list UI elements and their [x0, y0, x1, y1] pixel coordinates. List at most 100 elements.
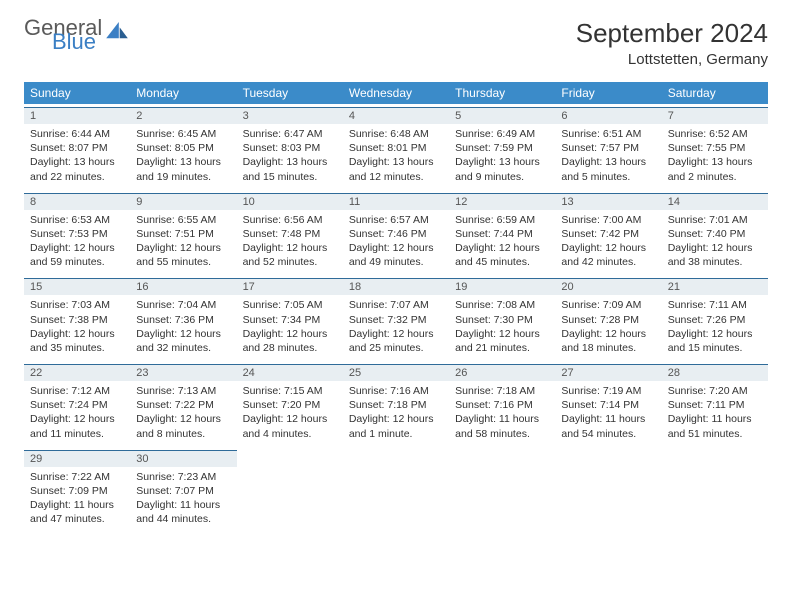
day-number: 23: [130, 364, 236, 381]
day-cell: 2 Sunrise: 6:45 AMSunset: 8:05 PMDaylight…: [130, 104, 236, 190]
day-details: Sunrise: 7:05 AMSunset: 7:34 PMDaylight:…: [243, 298, 337, 355]
day-details: Sunrise: 6:59 AMSunset: 7:44 PMDaylight:…: [455, 213, 549, 270]
day-cell: 19Sunrise: 7:08 AMSunset: 7:30 PMDayligh…: [449, 275, 555, 361]
week-row: 15 Sunrise: 7:03 AMSunset: 7:38 PMDayligh…: [24, 275, 768, 361]
day-details: Sunrise: 7:23 AMSunset: 7:07 PMDaylight:…: [136, 470, 230, 527]
day-cell: 20 Sunrise: 7:09 AMSunset: 7:28 PMDayligh…: [555, 275, 661, 361]
day-number: 10: [237, 193, 343, 210]
day-header: Tuesday: [237, 82, 343, 104]
day-number: 21: [662, 278, 768, 295]
day-cell: 5 Sunrise: 6:49 AMSunset: 7:59 PMDaylight…: [449, 104, 555, 190]
day-details: Sunrise: 7:00 AMSunset: 7:42 PMDaylight:…: [561, 213, 655, 270]
day-cell: 6 Sunrise: 6:51 AMSunset: 7:57 PMDaylight…: [555, 104, 661, 190]
day-details: Sunrise: 6:44 AMSunset: 8:07 PMDaylight:…: [30, 127, 124, 184]
day-details: Sunrise: 6:57 AMSunset: 7:46 PMDaylight:…: [349, 213, 443, 270]
day-details: Sunrise: 6:48 AMSunset: 8:01 PMDaylight:…: [349, 127, 443, 184]
day-number: 29: [24, 450, 130, 467]
day-number: 20: [555, 278, 661, 295]
day-cell: 4Sunrise: 6:48 AMSunset: 8:01 PMDaylight…: [343, 104, 449, 190]
day-number: 1: [24, 107, 130, 124]
brand-text: General Blue: [24, 18, 102, 52]
month-title: September 2024: [576, 18, 768, 49]
day-details: Sunrise: 7:22 AMSunset: 7:09 PMDaylight:…: [30, 470, 124, 527]
day-details: Sunrise: 7:07 AMSunset: 7:32 PMDaylight:…: [349, 298, 443, 355]
weeks-container: 1 Sunrise: 6:44 AMSunset: 8:07 PMDaylight…: [24, 104, 768, 532]
day-details: Sunrise: 6:45 AMSunset: 8:05 PMDaylight:…: [136, 127, 230, 184]
day-cell: 13 Sunrise: 7:00 AMSunset: 7:42 PMDayligh…: [555, 190, 661, 276]
day-details: Sunrise: 7:01 AMSunset: 7:40 PMDaylight:…: [668, 213, 762, 270]
day-details: Sunrise: 6:51 AMSunset: 7:57 PMDaylight:…: [561, 127, 655, 184]
day-cell: 27 Sunrise: 7:19 AMSunset: 7:14 PMDayligh…: [555, 361, 661, 447]
day-header: Thursday: [449, 82, 555, 104]
day-number: 6: [555, 107, 661, 124]
day-cell: [555, 447, 661, 533]
location-label: Lottstetten, Germany: [576, 51, 768, 68]
brand-sail-icon: [106, 22, 128, 40]
day-cell: 25Sunrise: 7:16 AMSunset: 7:18 PMDayligh…: [343, 361, 449, 447]
brand-word2: Blue: [52, 32, 102, 52]
day-number: 5: [449, 107, 555, 124]
day-number: 7: [662, 107, 768, 124]
day-cell: 1 Sunrise: 6:44 AMSunset: 8:07 PMDaylight…: [24, 104, 130, 190]
day-number: 13: [555, 193, 661, 210]
day-details: Sunrise: 7:13 AMSunset: 7:22 PMDaylight:…: [136, 384, 230, 441]
day-cell: [662, 447, 768, 533]
day-number: 19: [449, 278, 555, 295]
day-number: 12: [449, 193, 555, 210]
calendar-page: General Blue September 2024 Lottstetten,…: [0, 0, 792, 550]
day-cell: 23 Sunrise: 7:13 AMSunset: 7:22 PMDayligh…: [130, 361, 236, 447]
day-cell: 24 Sunrise: 7:15 AMSunset: 7:20 PMDayligh…: [237, 361, 343, 447]
day-cell: 18 Sunrise: 7:07 AMSunset: 7:32 PMDayligh…: [343, 275, 449, 361]
day-details: Sunrise: 7:18 AMSunset: 7:16 PMDaylight:…: [455, 384, 549, 441]
day-details: Sunrise: 7:11 AMSunset: 7:26 PMDaylight:…: [668, 298, 762, 355]
day-cell: 11 Sunrise: 6:57 AMSunset: 7:46 PMDayligh…: [343, 190, 449, 276]
day-number: 8: [24, 193, 130, 210]
day-header: Friday: [555, 82, 661, 104]
day-cell: 7 Sunrise: 6:52 AMSunset: 7:55 PMDaylight…: [662, 104, 768, 190]
day-number: 16: [130, 278, 236, 295]
day-cell: 16Sunrise: 7:04 AMSunset: 7:36 PMDayligh…: [130, 275, 236, 361]
day-number: 18: [343, 278, 449, 295]
day-number: 24: [237, 364, 343, 381]
day-number: 15: [24, 278, 130, 295]
day-header: Saturday: [662, 82, 768, 104]
day-header-row: SundayMondayTuesdayWednesdayThursdayFrid…: [24, 82, 768, 104]
day-cell: 26 Sunrise: 7:18 AMSunset: 7:16 PMDayligh…: [449, 361, 555, 447]
day-cell: 21 Sunrise: 7:11 AMSunset: 7:26 PMDayligh…: [662, 275, 768, 361]
day-details: Sunrise: 6:56 AMSunset: 7:48 PMDaylight:…: [243, 213, 337, 270]
day-details: Sunrise: 7:15 AMSunset: 7:20 PMDaylight:…: [243, 384, 337, 441]
week-row: 8 Sunrise: 6:53 AMSunset: 7:53 PMDaylight…: [24, 190, 768, 276]
day-cell: 12 Sunrise: 6:59 AMSunset: 7:44 PMDayligh…: [449, 190, 555, 276]
day-number: 28: [662, 364, 768, 381]
day-details: Sunrise: 6:53 AMSunset: 7:53 PMDaylight:…: [30, 213, 124, 270]
day-number: 11: [343, 193, 449, 210]
day-number: 22: [24, 364, 130, 381]
day-details: Sunrise: 6:47 AMSunset: 8:03 PMDaylight:…: [243, 127, 337, 184]
header: General Blue September 2024 Lottstetten,…: [24, 18, 768, 68]
day-number: 14: [662, 193, 768, 210]
day-number: 17: [237, 278, 343, 295]
day-details: Sunrise: 7:19 AMSunset: 7:14 PMDaylight:…: [561, 384, 655, 441]
calendar-grid: SundayMondayTuesdayWednesdayThursdayFrid…: [24, 82, 768, 532]
day-cell: [449, 447, 555, 533]
week-row: 1 Sunrise: 6:44 AMSunset: 8:07 PMDaylight…: [24, 104, 768, 190]
day-details: Sunrise: 6:52 AMSunset: 7:55 PMDaylight:…: [668, 127, 762, 184]
day-number: 3: [237, 107, 343, 124]
day-number: 26: [449, 364, 555, 381]
day-number: 27: [555, 364, 661, 381]
day-number: 9: [130, 193, 236, 210]
day-number: 30: [130, 450, 236, 467]
day-details: Sunrise: 7:03 AMSunset: 7:38 PMDaylight:…: [30, 298, 124, 355]
day-details: Sunrise: 7:16 AMSunset: 7:18 PMDaylight:…: [349, 384, 443, 441]
day-header: Wednesday: [343, 82, 449, 104]
day-cell: 22 Sunrise: 7:12 AMSunset: 7:24 PMDayligh…: [24, 361, 130, 447]
day-number: 2: [130, 107, 236, 124]
day-details: Sunrise: 7:09 AMSunset: 7:28 PMDaylight:…: [561, 298, 655, 355]
day-cell: 29 Sunrise: 7:22 AMSunset: 7:09 PMDayligh…: [24, 447, 130, 533]
day-details: Sunrise: 6:49 AMSunset: 7:59 PMDaylight:…: [455, 127, 549, 184]
day-details: Sunrise: 7:20 AMSunset: 7:11 PMDaylight:…: [668, 384, 762, 441]
day-cell: 28 Sunrise: 7:20 AMSunset: 7:11 PMDayligh…: [662, 361, 768, 447]
day-cell: 9Sunrise: 6:55 AMSunset: 7:51 PMDaylight…: [130, 190, 236, 276]
day-details: Sunrise: 7:12 AMSunset: 7:24 PMDaylight:…: [30, 384, 124, 441]
week-row: 29 Sunrise: 7:22 AMSunset: 7:09 PMDayligh…: [24, 447, 768, 533]
